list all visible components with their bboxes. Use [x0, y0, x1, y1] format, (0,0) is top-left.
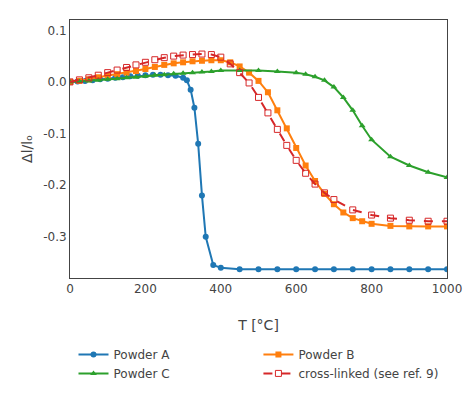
- svg-text:Powder B: Powder B: [298, 348, 354, 362]
- svg-text:600: 600: [285, 282, 308, 296]
- svg-text:1000: 1000: [432, 282, 463, 296]
- svg-text:200: 200: [134, 282, 157, 296]
- svg-text:Δl/lₒ: Δl/lₒ: [19, 135, 35, 163]
- svg-text:0: 0: [66, 282, 74, 296]
- svg-text:Powder A: Powder A: [114, 348, 171, 362]
- svg-text:0.1: 0.1: [48, 24, 67, 38]
- svg-text:-0.2: -0.2: [43, 178, 66, 192]
- svg-text:400: 400: [209, 282, 232, 296]
- svg-text:T [°C]: T [°C]: [237, 317, 279, 333]
- svg-text:0.0: 0.0: [48, 75, 67, 89]
- svg-text:Powder C: Powder C: [114, 367, 170, 381]
- svg-text:-0.3: -0.3: [43, 230, 66, 244]
- svg-text:800: 800: [360, 282, 383, 296]
- svg-text:cross-linked (see ref. 9): cross-linked (see ref. 9): [298, 367, 438, 381]
- svg-text:-0.1: -0.1: [43, 127, 66, 141]
